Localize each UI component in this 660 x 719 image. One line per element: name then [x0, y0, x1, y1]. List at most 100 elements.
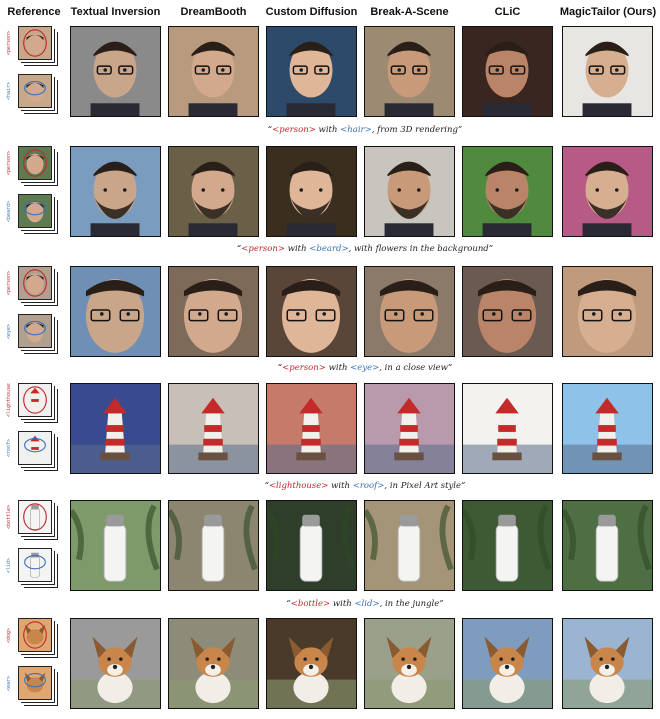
generated-image-magictailor	[562, 146, 653, 237]
header-textual-inversion: Textual Inversion	[70, 6, 161, 18]
generated-image-custom-diffusion	[266, 500, 357, 591]
caption-text: “	[277, 363, 283, 373]
generated-image-textual-inversion	[70, 500, 161, 591]
generated-image-textual-inversion	[70, 266, 161, 357]
generated-image-custom-diffusion	[266, 618, 357, 709]
reference-images: <dog> <ear>	[6, 618, 58, 710]
caption-text: with	[315, 125, 341, 135]
prompt-caption: “<lighthouse> with <roof>, in Pixel Art …	[70, 481, 660, 493]
generated-image-clic	[462, 146, 553, 237]
generated-image-magictailor	[562, 383, 653, 474]
reference-image-bottom	[18, 74, 52, 108]
reference-image-top	[18, 146, 52, 180]
generated-image-textual-inversion	[70, 618, 161, 709]
reference-image-top	[18, 383, 52, 417]
generated-image-break-a-scene	[364, 383, 455, 474]
reference-concept-label: <bottle>	[6, 504, 12, 530]
generated-image-dreambooth	[168, 266, 259, 357]
header-clic: CLiC	[494, 6, 521, 18]
caption-concept-b: <roof>	[352, 481, 385, 491]
header-break-a-scene: Break-A-Scene	[370, 6, 449, 18]
generated-image-magictailor	[562, 500, 653, 591]
caption-concept-a: <lighthouse>	[268, 481, 329, 491]
generated-image-textual-inversion	[70, 383, 161, 474]
reference-image-top	[18, 266, 52, 300]
reference-images: <person> <eye>	[6, 266, 58, 358]
reference-concept-label: <person>	[6, 150, 12, 176]
generated-image-magictailor	[562, 266, 653, 357]
reference-image-bottom	[18, 194, 52, 228]
generated-image-break-a-scene	[364, 146, 455, 237]
caption-concept-a: <person>	[282, 363, 326, 373]
caption-text: with	[284, 244, 310, 254]
generated-image-clic	[462, 26, 553, 117]
reference-concept-label: <dog>	[6, 627, 12, 643]
generated-image-clic	[462, 266, 553, 357]
prompt-caption: “<person> with <hair>, from 3D rendering…	[70, 125, 660, 137]
header-custom-diffusion: Custom Diffusion	[265, 6, 358, 18]
reference-concept-label: <lid>	[6, 557, 12, 573]
caption-concept-a: <person>	[272, 125, 316, 135]
caption-text: with	[325, 363, 351, 373]
generated-image-magictailor	[562, 26, 653, 117]
generated-image-break-a-scene	[364, 618, 455, 709]
caption-text: with	[330, 599, 355, 609]
generated-image-break-a-scene	[364, 266, 455, 357]
reference-concept-label: <eye>	[6, 323, 12, 339]
caption-concept-a: <bottle>	[290, 599, 331, 609]
caption-concept-b: <lid>	[354, 599, 380, 609]
reference-images: <person> <hair>	[6, 26, 58, 118]
reference-images: <bottle> <lid>	[6, 500, 58, 592]
header-dreambooth: DreamBooth	[180, 6, 247, 18]
generated-image-magictailor	[562, 618, 653, 709]
reference-image-bottom	[18, 431, 52, 465]
caption-concept-b: <eye>	[350, 363, 380, 373]
reference-image-bottom	[18, 314, 52, 348]
generated-image-textual-inversion	[70, 26, 161, 117]
header-magictailor: MagicTailor (Ours)	[559, 6, 657, 18]
reference-image-bottom	[18, 548, 52, 582]
caption-text: “	[267, 125, 273, 135]
generated-image-custom-diffusion	[266, 146, 357, 237]
caption-text: , from 3D rendering”	[371, 125, 463, 135]
reference-image-bottom	[18, 666, 52, 700]
caption-text: with	[328, 481, 353, 491]
generated-image-custom-diffusion	[266, 266, 357, 357]
caption-text: , with flowers in the background”	[348, 244, 494, 254]
reference-image-top	[18, 618, 52, 652]
caption-concept-b: <beard>	[309, 244, 349, 254]
reference-image-top	[18, 26, 52, 60]
generated-image-dreambooth	[168, 26, 259, 117]
generated-image-dreambooth	[168, 618, 259, 709]
caption-text: , in a close view”	[379, 363, 453, 373]
reference-concept-label: <lighthouse>	[6, 383, 12, 417]
caption-text: , in the jungle”	[379, 599, 444, 609]
reference-images: <lighthouse> <roof>	[6, 383, 58, 475]
generated-image-dreambooth	[168, 146, 259, 237]
prompt-caption: “<person> with <beard>, with flowers in …	[70, 244, 660, 256]
reference-concept-label: <person>	[6, 30, 12, 56]
prompt-caption: “<person> with <eye>, in a close view”	[70, 363, 660, 375]
reference-images: <person> <beard>	[6, 146, 58, 238]
caption-text: “	[264, 481, 269, 491]
reference-image-top	[18, 500, 52, 534]
generated-image-custom-diffusion	[266, 383, 357, 474]
generated-image-clic	[462, 618, 553, 709]
caption-text: , in Pixel Art style”	[384, 481, 466, 491]
caption-concept-b: <hair>	[340, 125, 372, 135]
caption-text: “	[286, 599, 291, 609]
reference-concept-label: <ear>	[6, 675, 12, 691]
generated-image-textual-inversion	[70, 146, 161, 237]
reference-concept-label: <hair>	[6, 81, 12, 101]
generated-image-dreambooth	[168, 500, 259, 591]
caption-concept-a: <person>	[241, 244, 285, 254]
generated-image-break-a-scene	[364, 500, 455, 591]
header-reference: Reference	[7, 6, 61, 18]
generated-image-clic	[462, 500, 553, 591]
generated-image-clic	[462, 383, 553, 474]
reference-concept-label: <beard>	[6, 200, 12, 222]
prompt-caption: “<bottle> with <lid>, in the jungle”	[70, 599, 660, 611]
reference-concept-label: <person>	[6, 270, 12, 296]
reference-concept-label: <roof>	[6, 438, 12, 458]
